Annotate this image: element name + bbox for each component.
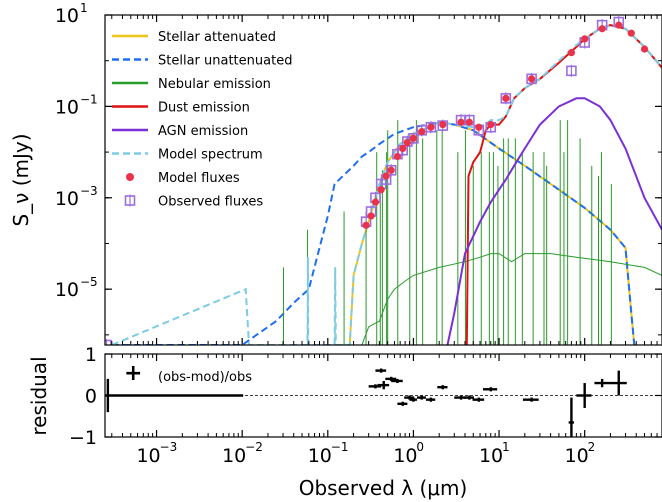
- y-tick-label: 10: [55, 96, 79, 118]
- model-flux-point: [581, 35, 589, 43]
- model-flux-point: [567, 49, 576, 57]
- y-axis-label: S_ν (mJy): [9, 133, 33, 226]
- legend-label-observed-fluxes: Observed fluxes: [158, 195, 263, 210]
- x-tick-exponent: 1: [502, 440, 510, 454]
- y-tick-label: 10: [55, 188, 79, 210]
- residual-y-tick-label: −1: [69, 427, 97, 449]
- model-flux-point: [439, 120, 447, 129]
- model-flux-point: [393, 152, 402, 161]
- legend-label-stellar-unattenuated: Stellar unattenuated: [158, 54, 292, 69]
- model-flux-point: [457, 118, 465, 126]
- residual-legend-label: (obs-mod)/obs: [158, 370, 252, 385]
- y-tick-exponent: −3: [80, 184, 98, 198]
- sed-panel-frame: [104, 14, 662, 346]
- model-flux-point: [640, 45, 649, 53]
- x-tick-exponent: −2: [245, 440, 263, 454]
- x-axis-label: Observed λ (μm): [299, 476, 468, 500]
- y-tick-label: 10: [55, 279, 79, 301]
- model-flux-point: [399, 144, 407, 153]
- y-tick-exponent: −1: [80, 92, 98, 106]
- legend-label-model-fluxes: Model fluxes: [158, 171, 240, 186]
- model-flux-point: [528, 75, 536, 83]
- residual-y-tick-label: 0: [85, 386, 97, 408]
- model-flux-point: [627, 29, 635, 37]
- x-tick-label: 10: [479, 445, 503, 467]
- y-tick-exponent: −5: [80, 275, 98, 289]
- x-tick-label: 10: [222, 445, 246, 467]
- x-tick-label: 10: [565, 445, 589, 467]
- series-nebular-emission: [361, 253, 662, 345]
- y-tick-label: 10: [55, 5, 79, 27]
- model-flux-point: [362, 221, 370, 229]
- model-flux-point: [502, 94, 510, 102]
- model-flux-point: [387, 166, 395, 174]
- model-flux-point: [382, 172, 390, 180]
- series-stellar-unattenuated: [111, 121, 636, 345]
- legend-label-agn-emission: AGN emission: [158, 124, 248, 139]
- x-tick-label: 10: [136, 445, 160, 467]
- x-tick-exponent: 2: [588, 440, 596, 454]
- model-flux-point: [427, 123, 435, 131]
- model-flux-point: [615, 21, 623, 29]
- model-flux-point: [409, 134, 418, 142]
- residual-legend-marker: +: [124, 361, 142, 386]
- model-flux-point: [377, 186, 385, 194]
- legend-label-nebular-emission: Nebular emission: [158, 77, 271, 92]
- legend-swatch-model-fluxes: [126, 173, 134, 181]
- series-agn-emission: [446, 97, 662, 345]
- x-tick-exponent: 0: [416, 440, 424, 454]
- residual-panel: −101 10−3 10−2 10−1 100 101 102 residual + (o…: [27, 344, 662, 467]
- x-tick-label: 10: [393, 445, 417, 467]
- model-flux-point: [598, 25, 606, 33]
- legend: Stellar attenuated Stellar unattenuated Ne…: [112, 30, 292, 210]
- model-flux-point: [367, 212, 375, 220]
- x-tick-exponent: −3: [160, 440, 178, 454]
- legend-label-dust-emission: Dust emission: [158, 101, 250, 116]
- y-tick-exponent: 1: [80, 1, 88, 15]
- legend-label-stellar-attenuated: Stellar attenuated: [158, 30, 276, 45]
- model-flux-point: [371, 198, 380, 206]
- legend-label-model-spectrum: Model spectrum: [158, 148, 263, 163]
- series-model-spectrum: [111, 24, 662, 345]
- residual-y-tick-label: 1: [85, 344, 97, 366]
- model-flux-point: [403, 139, 411, 147]
- model-flux-point: [487, 120, 495, 129]
- x-tick-label: 10: [308, 445, 332, 467]
- residual-axis-label: residual: [27, 356, 51, 435]
- x-tick-exponent: −1: [331, 440, 349, 454]
- model-flux-point: [465, 118, 473, 126]
- model-flux-point: [475, 123, 483, 131]
- model-flux-point: [418, 128, 426, 136]
